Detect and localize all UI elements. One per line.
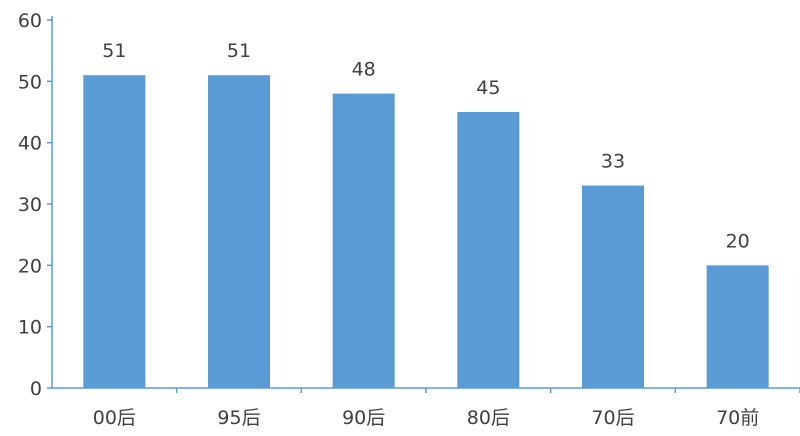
bar: [582, 185, 644, 388]
data-labels: 51 51 48 45 33 20: [102, 40, 750, 252]
bar: [332, 93, 395, 388]
y-axis: 0 10 20 30 40 50 60: [18, 10, 53, 400]
y-tick-label: 20: [18, 255, 42, 277]
bar: [457, 112, 520, 388]
bar: [706, 265, 769, 388]
bar-value-label: 51: [227, 40, 251, 62]
bar-value-label: 33: [601, 151, 625, 173]
y-tick-label: 40: [18, 133, 42, 155]
y-tick-label: 30: [18, 194, 42, 216]
x-category-label: 90后: [342, 407, 385, 429]
bar-value-label: 48: [352, 59, 376, 81]
y-tick-label: 10: [18, 317, 42, 339]
x-category-label: 70后: [591, 407, 634, 429]
x-category-label: 00后: [93, 407, 136, 429]
y-tick-label: 50: [18, 71, 42, 93]
bar-value-label: 51: [102, 40, 126, 62]
bar-value-label: 20: [726, 230, 750, 252]
y-tick-label: 0: [30, 378, 42, 400]
bar: [83, 75, 146, 388]
bar: [208, 75, 270, 388]
y-tick-label: 60: [18, 10, 42, 32]
x-axis: 00后 95后 90后 80后 70后 70前: [52, 387, 800, 429]
bar-value-label: 45: [476, 77, 500, 99]
x-category-label: 95后: [217, 407, 260, 429]
x-category-label: 70前: [716, 407, 759, 429]
x-category-label: 80后: [467, 407, 510, 429]
bars: [83, 75, 769, 388]
